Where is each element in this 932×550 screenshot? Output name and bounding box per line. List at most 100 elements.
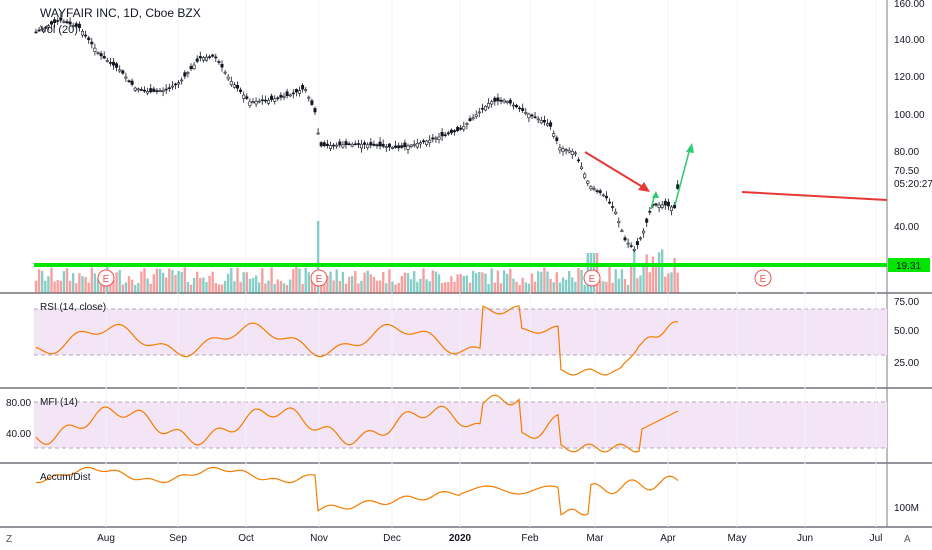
candle-body [322, 142, 326, 147]
candle-body [291, 92, 295, 95]
candle-body [186, 72, 190, 75]
volume-bar [93, 273, 97, 293]
volume-bar [174, 275, 177, 293]
volume-bar [137, 283, 140, 293]
candle-body [443, 134, 447, 136]
volume-bar [468, 282, 472, 293]
volume-bar [316, 221, 320, 293]
volume-bar [192, 277, 196, 293]
volume-bar [676, 272, 679, 293]
candle-body [260, 99, 264, 102]
volume-bar [205, 282, 208, 293]
volume-bar [220, 284, 224, 293]
volume-bar [630, 264, 633, 293]
candle-body [266, 99, 270, 104]
volume-bar [409, 279, 413, 293]
candle-body [518, 107, 522, 110]
volume-bar [626, 284, 630, 293]
candle-body [530, 114, 534, 117]
volume-bar [202, 277, 205, 293]
volume-bar [639, 275, 642, 293]
candle-body [545, 123, 549, 126]
candle-body [121, 70, 125, 74]
volume-bar [68, 280, 72, 293]
candle-body [632, 249, 636, 251]
candle-body [573, 152, 577, 155]
volume-bar [605, 281, 608, 293]
candle-body [167, 87, 171, 89]
candle-body [46, 25, 50, 28]
volume-bar [75, 283, 78, 293]
volume-bar [459, 274, 462, 293]
volume-bar [78, 273, 81, 293]
candle-body [434, 137, 438, 140]
candle-body [567, 150, 571, 153]
volume-bar [577, 268, 580, 293]
candle-body [363, 142, 367, 145]
time-tick: Jun [797, 533, 813, 544]
volume-bar [158, 268, 162, 293]
support-badge: 19.31 [896, 261, 921, 272]
volume-bar [471, 270, 475, 293]
volume-bar [397, 282, 400, 293]
candle-body [177, 82, 181, 85]
candle-body [483, 105, 487, 111]
volume-bar [552, 282, 555, 293]
candle-body [347, 143, 351, 146]
candle-body [310, 100, 314, 105]
candle-body [440, 132, 444, 137]
volume-bar [307, 272, 310, 293]
volume-bar [670, 272, 673, 293]
candle-body [462, 126, 466, 130]
candle-body [74, 23, 78, 27]
candle-body [394, 145, 398, 148]
volume-bar [437, 274, 441, 293]
candle-body [425, 140, 429, 145]
volume-bar [310, 279, 314, 293]
candle-body [654, 203, 658, 206]
earnings-marker-text: E [760, 274, 767, 285]
price-axis: 160.00 140.00 120.00 100.00 80.00 70.50 … [894, 0, 932, 233]
volume-bar [242, 272, 245, 293]
volume-bar [84, 277, 87, 293]
volume-bar [633, 250, 636, 293]
candle-body [663, 200, 667, 206]
volume-bar [130, 279, 134, 293]
volume-bar [341, 271, 345, 293]
volume-bar [487, 283, 490, 293]
candle-body [527, 113, 531, 119]
candle-body [248, 101, 252, 106]
candle-body [161, 89, 165, 92]
candle-body [477, 111, 481, 114]
candle-body [449, 129, 453, 134]
volume-bar [372, 276, 376, 293]
zoom-button[interactable]: Z [6, 534, 12, 545]
candle-body [316, 132, 320, 135]
volume-bar [143, 268, 146, 293]
candle-body [251, 101, 255, 103]
volume-bar [623, 279, 627, 293]
volume-bar [540, 271, 543, 293]
candle-body [257, 100, 261, 103]
volume-bar [214, 283, 217, 293]
candle-body [397, 145, 401, 149]
volume-bar [298, 268, 301, 293]
volume-bar [56, 279, 59, 293]
volume-bar [375, 280, 379, 293]
volume-bar [335, 269, 338, 293]
volume-bar [292, 269, 295, 293]
candle-body [400, 145, 404, 148]
volume-bar [363, 272, 366, 293]
volume-bar [124, 282, 128, 293]
auto-scale-button[interactable]: A [904, 534, 911, 545]
candle-body [270, 95, 274, 100]
volume-bar [549, 278, 552, 293]
candle-body [381, 143, 385, 147]
rsi-tick: 75.00 [894, 297, 919, 308]
volume-bar [431, 270, 434, 293]
volume-bar [496, 270, 500, 293]
volume-bar [388, 269, 391, 293]
candle-body [40, 28, 44, 31]
volume-bar [81, 276, 84, 293]
